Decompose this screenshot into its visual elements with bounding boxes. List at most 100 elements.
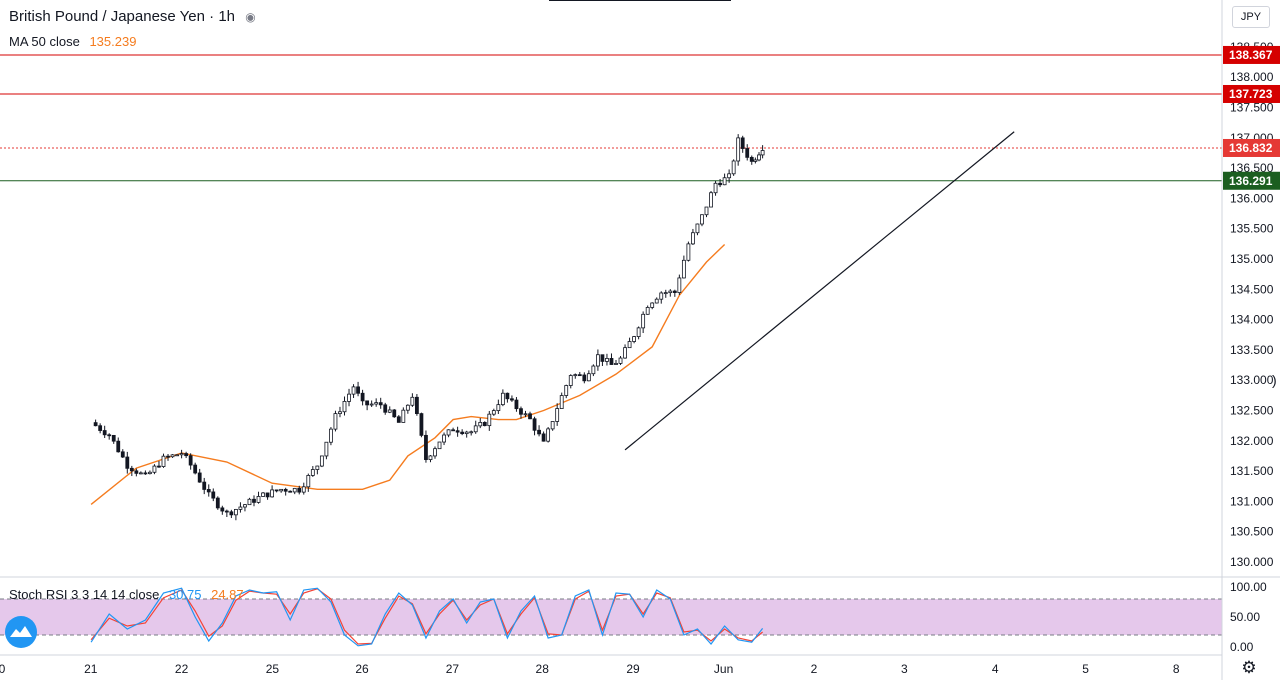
candle-body bbox=[306, 475, 311, 488]
candle-body bbox=[614, 363, 618, 365]
candle-body bbox=[365, 400, 370, 406]
tradingview-logo-icon bbox=[5, 616, 37, 648]
candle bbox=[446, 429, 451, 438]
candle bbox=[238, 502, 243, 513]
eye-icon[interactable]: ◉ bbox=[245, 10, 256, 24]
candle bbox=[333, 410, 338, 432]
candle bbox=[283, 487, 288, 496]
symbol-name: British Pound / Japanese Yen bbox=[9, 8, 205, 25]
candle-body bbox=[446, 429, 451, 436]
ma-value: 135.239 bbox=[89, 34, 137, 49]
candle bbox=[129, 465, 134, 477]
candle-body bbox=[283, 488, 288, 492]
candle bbox=[306, 473, 311, 492]
candle-body bbox=[600, 354, 605, 362]
candle bbox=[605, 353, 609, 366]
candle bbox=[713, 180, 718, 196]
candle bbox=[573, 373, 578, 379]
candle bbox=[681, 255, 686, 279]
candle bbox=[301, 482, 306, 495]
candle bbox=[722, 173, 727, 186]
candle-body bbox=[315, 465, 320, 470]
candle bbox=[270, 485, 275, 498]
candle-body bbox=[387, 409, 392, 413]
y-tick-label: 134.500 bbox=[1230, 282, 1274, 296]
candle bbox=[211, 488, 216, 502]
gear-icon[interactable]: ⚙ bbox=[1241, 658, 1257, 677]
candle bbox=[125, 451, 130, 474]
candle-body bbox=[125, 456, 130, 469]
candle bbox=[378, 397, 383, 409]
interval-label[interactable]: 1h bbox=[218, 8, 236, 25]
x-tick-label: 26 bbox=[355, 662, 369, 676]
candle-body bbox=[559, 395, 564, 409]
candle bbox=[677, 274, 682, 295]
price-label-box bbox=[1223, 171, 1280, 190]
x-tick-label: 29 bbox=[626, 662, 640, 676]
candle-body bbox=[757, 154, 761, 161]
candle-body bbox=[636, 327, 641, 338]
candle bbox=[757, 152, 761, 162]
candle bbox=[351, 384, 356, 398]
candle-body bbox=[193, 464, 198, 474]
candle-body bbox=[148, 471, 152, 475]
candle-body bbox=[555, 408, 560, 422]
candle bbox=[292, 487, 297, 495]
currency-button[interactable]: JPY bbox=[1232, 6, 1270, 28]
candle bbox=[663, 289, 668, 298]
candle-body bbox=[731, 160, 736, 175]
stoch-y-tick-label: 50.00 bbox=[1230, 610, 1260, 624]
legend-separator: · bbox=[209, 8, 215, 25]
candle bbox=[148, 470, 152, 475]
candle-body bbox=[224, 510, 229, 513]
candle-body bbox=[745, 148, 750, 158]
candle-body bbox=[342, 401, 347, 413]
candle-body bbox=[577, 374, 582, 377]
candle-body bbox=[152, 465, 157, 473]
candle bbox=[247, 497, 252, 506]
candle-body bbox=[288, 490, 293, 493]
candle-body bbox=[510, 398, 514, 401]
candle-body bbox=[215, 497, 220, 509]
candle bbox=[197, 468, 202, 483]
x-tick-label: 3 bbox=[901, 662, 908, 676]
candle bbox=[532, 416, 537, 436]
candle-body bbox=[722, 177, 727, 186]
candle bbox=[749, 155, 754, 165]
candle-body bbox=[451, 429, 456, 432]
candle bbox=[523, 410, 528, 418]
candle bbox=[487, 410, 492, 431]
candle bbox=[134, 468, 139, 477]
candle-body bbox=[704, 206, 709, 216]
candle bbox=[700, 214, 704, 227]
candle bbox=[473, 420, 478, 434]
y-tick-label: 134.000 bbox=[1230, 313, 1274, 327]
candle-body bbox=[220, 507, 225, 512]
candle bbox=[288, 490, 293, 493]
candle-body bbox=[405, 404, 410, 411]
candle-body bbox=[265, 492, 270, 498]
candle-body bbox=[473, 425, 478, 433]
y-tick-label: 130.500 bbox=[1230, 525, 1274, 539]
stoch-band bbox=[0, 599, 1222, 635]
candle bbox=[577, 371, 582, 377]
candle-body bbox=[760, 150, 765, 156]
candle bbox=[138, 471, 143, 475]
candle-body bbox=[573, 374, 578, 377]
candle bbox=[120, 449, 125, 458]
candle-body bbox=[478, 422, 483, 427]
candle bbox=[623, 344, 627, 359]
price-label-box bbox=[1223, 45, 1280, 64]
candle bbox=[600, 354, 605, 367]
candle bbox=[709, 190, 713, 208]
candle bbox=[224, 509, 229, 518]
price-label-resistance: 137.723 bbox=[1229, 87, 1273, 101]
x-tick-label: 8 bbox=[1173, 662, 1180, 676]
candle-body bbox=[586, 373, 591, 382]
candle bbox=[614, 360, 618, 365]
candle-body bbox=[261, 492, 265, 497]
candle-body bbox=[700, 214, 704, 225]
x-tick-label: 0 bbox=[0, 662, 6, 676]
